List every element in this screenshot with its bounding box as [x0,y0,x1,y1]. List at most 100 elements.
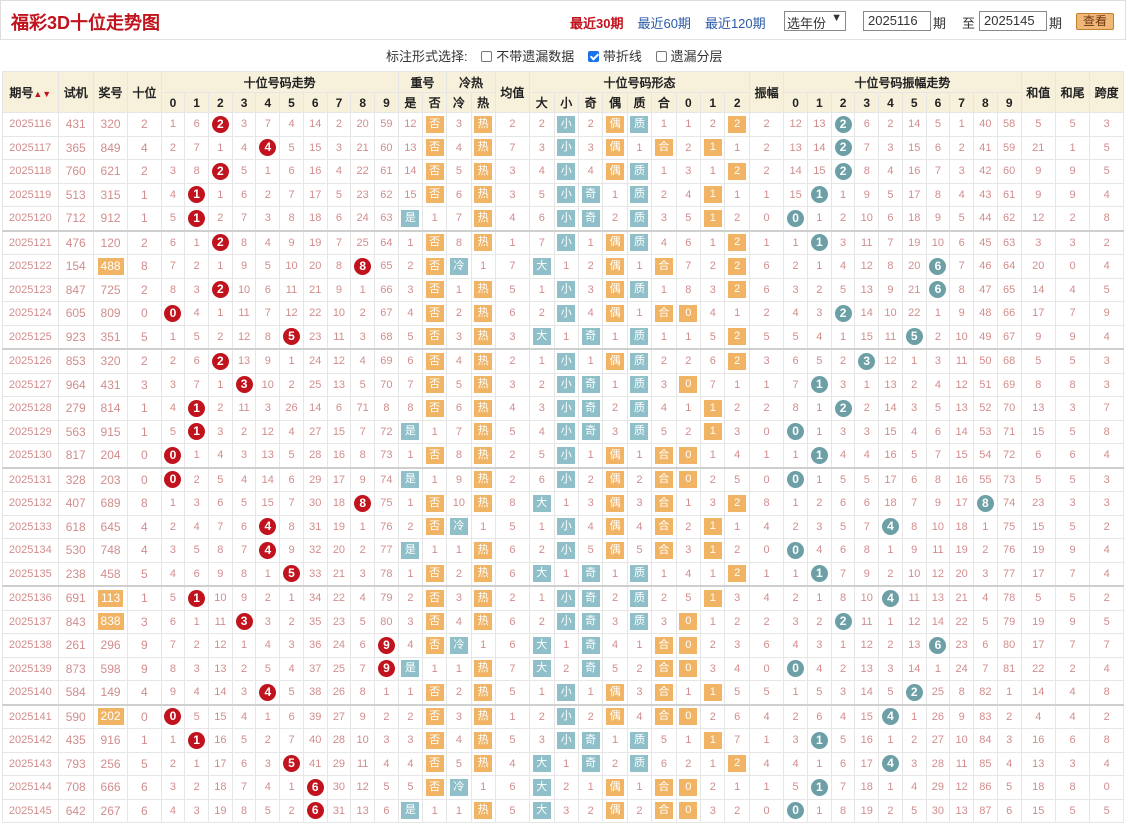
avg-cell: 6 [494,609,531,634]
col-issue[interactable]: 期号▲▼ [2,71,59,113]
amp-miss: 10 [901,561,927,587]
test-cell: 923 [57,324,94,350]
amp-hit-ball-value: 4 [881,708,899,726]
form-mark: 质 [626,728,653,753]
amp-miss: 5 [854,466,880,492]
amp-miss: 6 [830,751,856,776]
form-mark: 1 [700,538,726,563]
prize-cell: 916 [92,728,129,753]
from-issue-input[interactable]: 2025116 [863,11,931,31]
amp-miss: 18 [901,206,927,231]
amp-miss: 9 [878,277,903,302]
span-cell: 3 [1089,372,1124,397]
trend-miss: 8 [374,396,399,421]
amp-miss: 13 [806,112,832,137]
repeat-mark-value: 否 [425,162,444,180]
trend-miss: 3 [184,277,209,302]
amp-miss: 3 [901,751,927,776]
coldhot-miss: 1 [470,514,496,539]
sum-cell: 15 [1020,419,1056,444]
table-row: 2025142 435 916 1 1 1 16 5 2 7 40 28 10 3 3 否 4 热 5 3 小奇 1 质 5 1… [2,728,1124,753]
form-miss: 2 [529,372,555,397]
form-miss: 2 [553,656,579,681]
option-no-omission[interactable]: 不带遗漏数据 [481,49,574,64]
issue-cell: 2025129 [2,419,59,444]
repeat-mark: 否 [422,277,448,302]
trend-miss: 8 [255,324,281,350]
trend-miss: 6 [350,633,376,658]
amp-miss: 1 [830,324,856,350]
amp-miss: 3 [996,728,1022,753]
prize-cell: 296 [92,633,129,658]
trend-miss: 2 [184,466,209,492]
amp-miss: 44 [973,206,998,231]
form-mark: 0 [675,775,702,800]
form-miss: 3 [724,633,750,658]
form-mark: 小 [553,348,579,374]
sub-trend-digit: 2 [207,92,233,113]
repeat-miss: 8 [397,396,424,421]
checkbox-layered[interactable] [655,51,667,62]
repeat-mark: 是 [397,419,424,444]
amp-miss: 7 [973,656,998,681]
year-select[interactable]: 选年份 ▼ [784,11,846,31]
amp-hit-ball: 0 [783,656,808,681]
amp-miss: 5 [830,514,856,539]
amp-miss: 13 [901,633,927,658]
form-mark: 奇 [577,585,604,611]
form-mark-value: 1 [703,186,722,204]
amp-miss: 1 [806,466,832,492]
trend-miss: 13 [350,798,376,823]
form-mark: 质 [626,112,653,137]
amp-cell: 2 [748,159,785,184]
trend-miss: 18 [302,206,328,231]
form-mark: 奇 [577,324,604,350]
trend-miss: 64 [374,229,399,255]
form-mark-value: 质 [630,352,649,370]
sum-cell: 23 [1020,491,1056,516]
trend-miss: 15 [302,135,328,160]
form-miss: 1 [577,775,604,800]
trend-miss: 2 [184,633,209,658]
sum-cell: 19 [1020,609,1056,634]
form-miss: 1 [651,324,677,350]
form-miss: 3 [700,798,726,823]
repeat-mark: 是 [397,206,424,231]
amp-hit-ball-value: 2 [834,162,852,180]
repeat-mark-value: 否 [425,139,444,157]
checkbox-no-omission[interactable] [481,51,493,62]
col-ten: 十位 [127,71,162,113]
sub-form: 0 [675,92,702,113]
form-mark: 小 [553,680,579,705]
trend-miss: 1 [160,491,186,516]
period-link-30[interactable]: 最近30期 [570,16,624,31]
option-polyline[interactable]: 带折线 [587,49,642,64]
option-layered[interactable]: 遗漏分层 [655,49,723,64]
period-link-120[interactable]: 最近120期 [704,16,766,31]
amp-miss: 11 [878,324,903,350]
trend-hit-ball: 1 [184,419,209,444]
amp-cell: 1 [748,728,785,753]
table-row: 2025139 873 598 9 8 3 13 2 5 4 37 25 7 9 是 1 1 热 7 大 2 奇 5 2 合 0 3… [2,656,1124,681]
prize-cell-value: 202 [97,708,124,726]
form-mark: 合 [651,491,677,516]
view-button[interactable]: 查看 [1076,13,1114,30]
amp-hit-ball-value: 1 [810,731,828,749]
to-issue-input[interactable]: 2025145 [979,11,1047,31]
form-miss: 2 [602,206,628,231]
test-cell: 513 [57,182,94,207]
amp-miss: 1 [806,585,832,611]
avg-cell: 2 [494,443,531,468]
period-link-60[interactable]: 最近60期 [637,16,691,31]
coldhot-mark: 热 [470,466,496,492]
sum-tail-cell: 7 [1054,633,1091,658]
form-mark: 小 [553,135,579,160]
form-mark: 奇 [577,728,604,753]
trend-hit-ball-value: 1 [188,423,206,441]
coldhot-miss: 1 [446,277,472,302]
form-mark: 小 [553,728,579,753]
checkbox-polyline[interactable] [587,51,599,62]
coldhot-mark-value: 热 [474,352,493,370]
amp-miss: 4 [806,656,832,681]
form-mark-value: 0 [679,446,698,464]
